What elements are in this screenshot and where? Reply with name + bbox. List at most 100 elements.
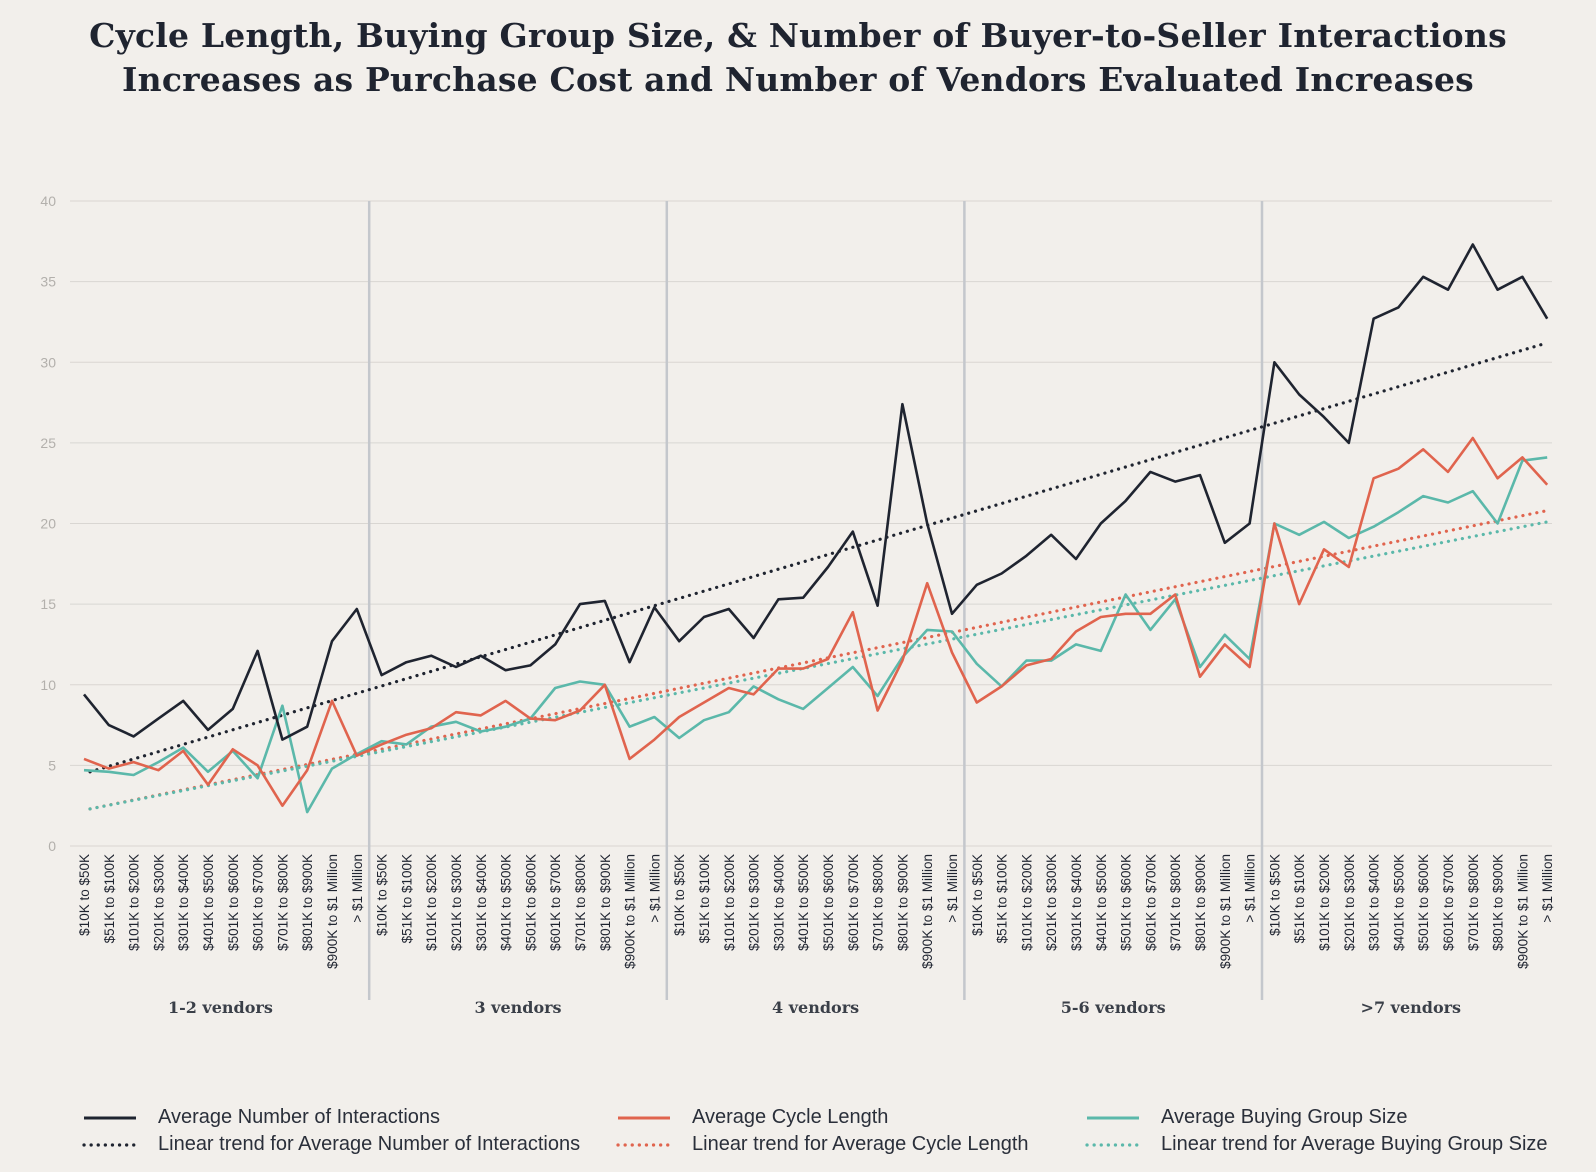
x-tick-label: $51K to $100K bbox=[102, 854, 117, 943]
x-tick-label: $900K to $1 Million bbox=[623, 854, 638, 969]
x-tick-label: $201K to $300K bbox=[747, 854, 762, 951]
series-line-interactions bbox=[82, 243, 1549, 741]
x-tick-label: $10K to $50K bbox=[970, 854, 985, 936]
y-tick-label: 20 bbox=[40, 516, 56, 532]
x-tick-label: > $1 Million bbox=[350, 854, 365, 923]
x-tick-label: $501K to $600K bbox=[1119, 854, 1134, 951]
x-tick-label: $301K to $400K bbox=[1069, 854, 1084, 951]
x-tick-label: $900K to $1 Million bbox=[325, 854, 340, 969]
legend-swatch-dotted bbox=[82, 1142, 138, 1147]
x-tick-label: > $1 Million bbox=[1540, 854, 1555, 923]
x-tick-label: $501K to $600K bbox=[226, 854, 241, 951]
x-tick-label: $401K to $500K bbox=[1094, 854, 1109, 951]
legend-item: Average Cycle Length bbox=[616, 1104, 1029, 1131]
legend-item: Average Buying Group Size bbox=[1085, 1104, 1548, 1131]
x-tick-label: $601K to $700K bbox=[1441, 854, 1456, 951]
x-tick-label: $401K to $500K bbox=[201, 854, 216, 951]
x-tick-label: > $1 Million bbox=[945, 854, 960, 923]
x-tick-label: $501K to $600K bbox=[523, 854, 538, 951]
group-label: 5-6 vendors bbox=[1061, 998, 1166, 1017]
legend-interactions: Average Number of Interactions Linear tr… bbox=[82, 1104, 580, 1158]
series-line-cycle bbox=[83, 436, 1549, 808]
legend-swatch-dotted bbox=[616, 1142, 672, 1147]
x-tick-label: $401K to $500K bbox=[499, 854, 514, 951]
x-tick-label: $701K to $800K bbox=[1168, 854, 1183, 951]
trend-line-interactions bbox=[88, 341, 1549, 774]
legend-label: Linear trend for Average Number of Inter… bbox=[158, 1133, 581, 1155]
legend-label: Linear trend for Average Buying Group Si… bbox=[1161, 1133, 1548, 1155]
y-tick-label: 5 bbox=[48, 757, 56, 773]
legend-item: Linear trend for Average Cycle Length bbox=[616, 1131, 1029, 1158]
legend-swatch-solid bbox=[618, 1116, 670, 1119]
x-tick-label: > $1 Million bbox=[1243, 854, 1258, 923]
x-tick-label: $201K to $300K bbox=[151, 854, 166, 951]
x-tick-label: $10K to $50K bbox=[672, 854, 687, 936]
x-tick-label: $401K to $500K bbox=[1391, 854, 1406, 951]
x-tick-label: $201K to $300K bbox=[1044, 854, 1059, 951]
x-tick-label: $801K to $900K bbox=[1491, 854, 1506, 951]
x-tick-label: $900K to $1 Million bbox=[920, 854, 935, 969]
x-tick-label: $801K to $900K bbox=[300, 854, 315, 951]
x-tick-label: $51K to $100K bbox=[697, 854, 712, 943]
legend-swatch-dotted bbox=[1085, 1142, 1141, 1147]
legend-swatch-solid bbox=[1087, 1116, 1139, 1119]
x-tick-label: $801K to $900K bbox=[1193, 854, 1208, 951]
chart-title-line-2: Increases as Purchase Cost and Number of… bbox=[122, 60, 1474, 99]
group-label: >7 vendors bbox=[1361, 998, 1462, 1017]
x-tick-label: $101K to $200K bbox=[1317, 854, 1332, 951]
chart-title-line-1: Cycle Length, Buying Group Size, & Numbe… bbox=[89, 16, 1507, 55]
x-tick-label: $101K to $200K bbox=[127, 854, 142, 951]
x-tick-label: $301K to $400K bbox=[771, 854, 786, 951]
x-tick-label: $201K to $300K bbox=[449, 854, 464, 951]
legend-swatch-solid bbox=[84, 1116, 136, 1119]
legend-label: Average Cycle Length bbox=[692, 1106, 889, 1128]
group-label: 4 vendors bbox=[772, 998, 859, 1017]
y-tick-label: 40 bbox=[40, 193, 56, 209]
x-tick-label: $10K to $50K bbox=[1267, 854, 1282, 936]
trend-line-cycle bbox=[88, 509, 1549, 811]
chart-title: Cycle Length, Buying Group Size, & Numbe… bbox=[0, 14, 1596, 102]
y-tick-label: 10 bbox=[40, 677, 56, 693]
y-tick-label: 15 bbox=[40, 596, 56, 612]
x-tick-label: $301K to $400K bbox=[474, 854, 489, 951]
x-tick-label: $601K to $700K bbox=[251, 854, 266, 951]
y-tick-label: 35 bbox=[40, 274, 56, 290]
x-tick-label: $201K to $300K bbox=[1342, 854, 1357, 951]
x-tick-label: > $1 Million bbox=[647, 854, 662, 923]
y-tick-label: 0 bbox=[48, 838, 56, 854]
legend-label: Average Buying Group Size bbox=[1161, 1106, 1408, 1128]
legend-label: Linear trend for Average Cycle Length bbox=[692, 1133, 1029, 1155]
line-chart: 0 5 10 15 20 25 30 35 40 $10K to $50K $51K to $100… bbox=[40, 193, 1555, 1017]
x-tick-label: $401K to $500K bbox=[796, 854, 811, 951]
x-tick-label: $701K to $800K bbox=[871, 854, 886, 951]
legend-item: Average Number of Interactions bbox=[82, 1104, 580, 1131]
group-label: 1-2 vendors bbox=[168, 998, 273, 1017]
legend-item: Linear trend for Average Number of Inter… bbox=[82, 1131, 580, 1158]
x-tick-label: $51K to $100K bbox=[995, 854, 1010, 943]
x-tick-label: $701K to $800K bbox=[1466, 854, 1481, 951]
x-tick-label: $701K to $800K bbox=[275, 854, 290, 951]
x-tick-label: $10K to $50K bbox=[375, 854, 390, 936]
x-tick-label: $501K to $600K bbox=[1416, 854, 1431, 951]
x-tick-label: $51K to $100K bbox=[399, 854, 414, 943]
x-tick-label: $51K to $100K bbox=[1292, 854, 1307, 943]
x-tick-label: $301K to $400K bbox=[1367, 854, 1382, 951]
legend-cycle: Average Cycle Length Linear trend for Av… bbox=[616, 1104, 1029, 1158]
legend-item: Linear trend for Average Buying Group Si… bbox=[1085, 1131, 1548, 1158]
trend-line-group bbox=[88, 520, 1549, 811]
x-tick-label: $701K to $800K bbox=[573, 854, 588, 951]
x-tick-label: $301K to $400K bbox=[176, 854, 191, 951]
y-tick-label: 25 bbox=[40, 435, 56, 451]
x-tick-label: $900K to $1 Million bbox=[1515, 854, 1530, 969]
x-tick-label: $900K to $1 Million bbox=[1218, 854, 1233, 969]
y-tick-label: 30 bbox=[40, 354, 56, 370]
x-tick-label: $801K to $900K bbox=[598, 854, 613, 951]
x-tick-label: $601K to $700K bbox=[1143, 854, 1158, 951]
x-tick-label: $601K to $700K bbox=[548, 854, 563, 951]
x-tick-label: $601K to $700K bbox=[846, 854, 861, 951]
x-tick-label: $801K to $900K bbox=[895, 854, 910, 951]
group-label: 3 vendors bbox=[474, 998, 561, 1017]
x-tick-label: $101K to $200K bbox=[1019, 854, 1034, 951]
x-tick-label: $101K to $200K bbox=[722, 854, 737, 951]
legend-group: Average Buying Group Size Linear trend f… bbox=[1085, 1104, 1548, 1158]
